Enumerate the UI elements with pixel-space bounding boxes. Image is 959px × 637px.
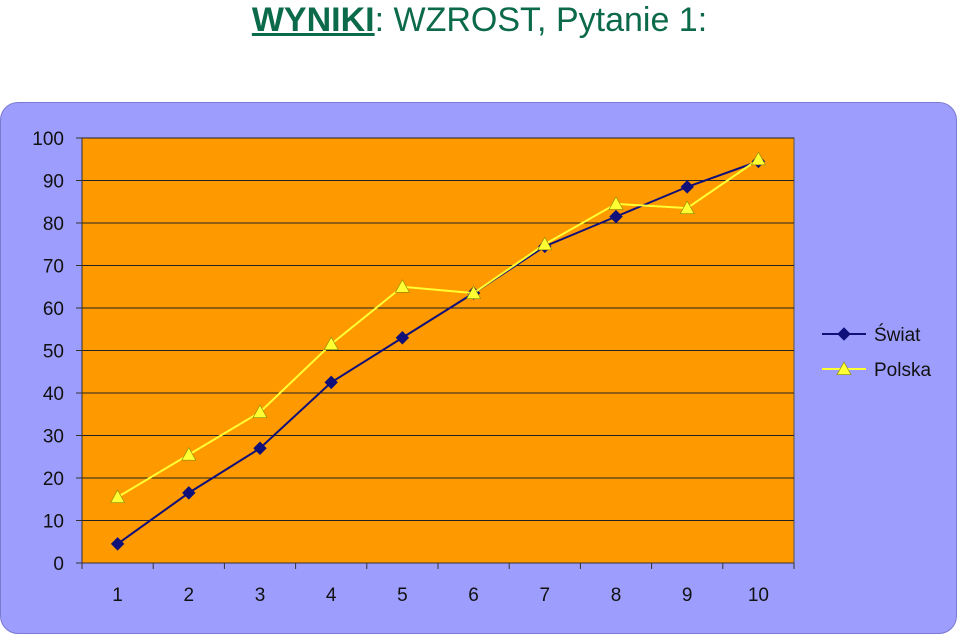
y-tick-label: 40	[43, 384, 64, 405]
x-axis-ticks: 1 2 3 4 5 6 7 8 9 10	[112, 585, 769, 606]
y-tick-label: 60	[43, 299, 64, 320]
gridlines	[82, 137, 794, 521]
series-polska	[110, 151, 766, 504]
title-rest: : WZROST, Pytanie 1:	[374, 1, 708, 39]
data-point-triangle	[323, 336, 339, 351]
y-tick-label: 0	[53, 554, 64, 575]
legend-label: Polska	[874, 360, 931, 381]
axes	[76, 137, 795, 569]
data-point-diamond	[837, 327, 851, 341]
data-point-triangle	[466, 285, 482, 300]
x-tick-label: 3	[255, 585, 266, 606]
series-line	[117, 160, 759, 545]
x-tick-label: 6	[468, 585, 479, 606]
data-point-triangle	[750, 151, 766, 166]
legend: Świat Polska	[822, 324, 931, 381]
y-tick-label: 50	[43, 342, 64, 363]
data-point-diamond	[680, 180, 694, 194]
data-point-diamond	[182, 486, 196, 500]
y-tick-label: 70	[43, 257, 64, 278]
legend-label: Świat	[874, 324, 921, 346]
data-point-diamond	[110, 537, 125, 551]
x-tick-label: 7	[540, 585, 551, 606]
x-tick-label: 5	[397, 585, 408, 606]
legend-item-swiat: Świat	[822, 324, 921, 346]
data-point-triangle	[110, 489, 126, 504]
series-line	[117, 158, 759, 498]
data-point-diamond	[253, 441, 267, 455]
y-tick-label: 30	[43, 427, 64, 448]
y-tick-label: 20	[43, 469, 64, 490]
data-point-triangle	[394, 279, 410, 293]
x-tick-label: 4	[326, 585, 337, 606]
x-tick-label: 10	[748, 585, 769, 606]
x-tick-label: 9	[682, 585, 693, 606]
y-tick-label: 10	[43, 512, 64, 533]
data-point-triangle	[836, 361, 852, 375]
x-tick-label: 1	[112, 585, 123, 606]
data-point-diamond	[609, 209, 623, 224]
x-tick-label: 2	[184, 585, 195, 606]
page-title: WYNIKI: WZROST, Pytanie 1:	[0, 0, 959, 40]
y-tick-label: 80	[43, 214, 64, 235]
data-point-triangle	[679, 200, 695, 215]
x-tick-label: 8	[611, 585, 622, 606]
y-axis-ticks: 0 10 20 30 40 50 60 70 80 90 100	[32, 129, 64, 575]
legend-item-polska: Polska	[822, 360, 931, 381]
data-point-diamond	[324, 375, 338, 390]
series-layer	[110, 151, 766, 551]
y-tick-label: 90	[43, 172, 64, 193]
data-point-diamond	[395, 331, 410, 345]
data-point-triangle	[537, 236, 553, 251]
data-point-triangle	[608, 196, 624, 210]
data-point-triangle	[252, 404, 268, 419]
data-point-triangle	[181, 447, 197, 461]
y-tick-label: 100	[32, 129, 64, 150]
title-emphasis: WYNIKI	[251, 1, 375, 39]
